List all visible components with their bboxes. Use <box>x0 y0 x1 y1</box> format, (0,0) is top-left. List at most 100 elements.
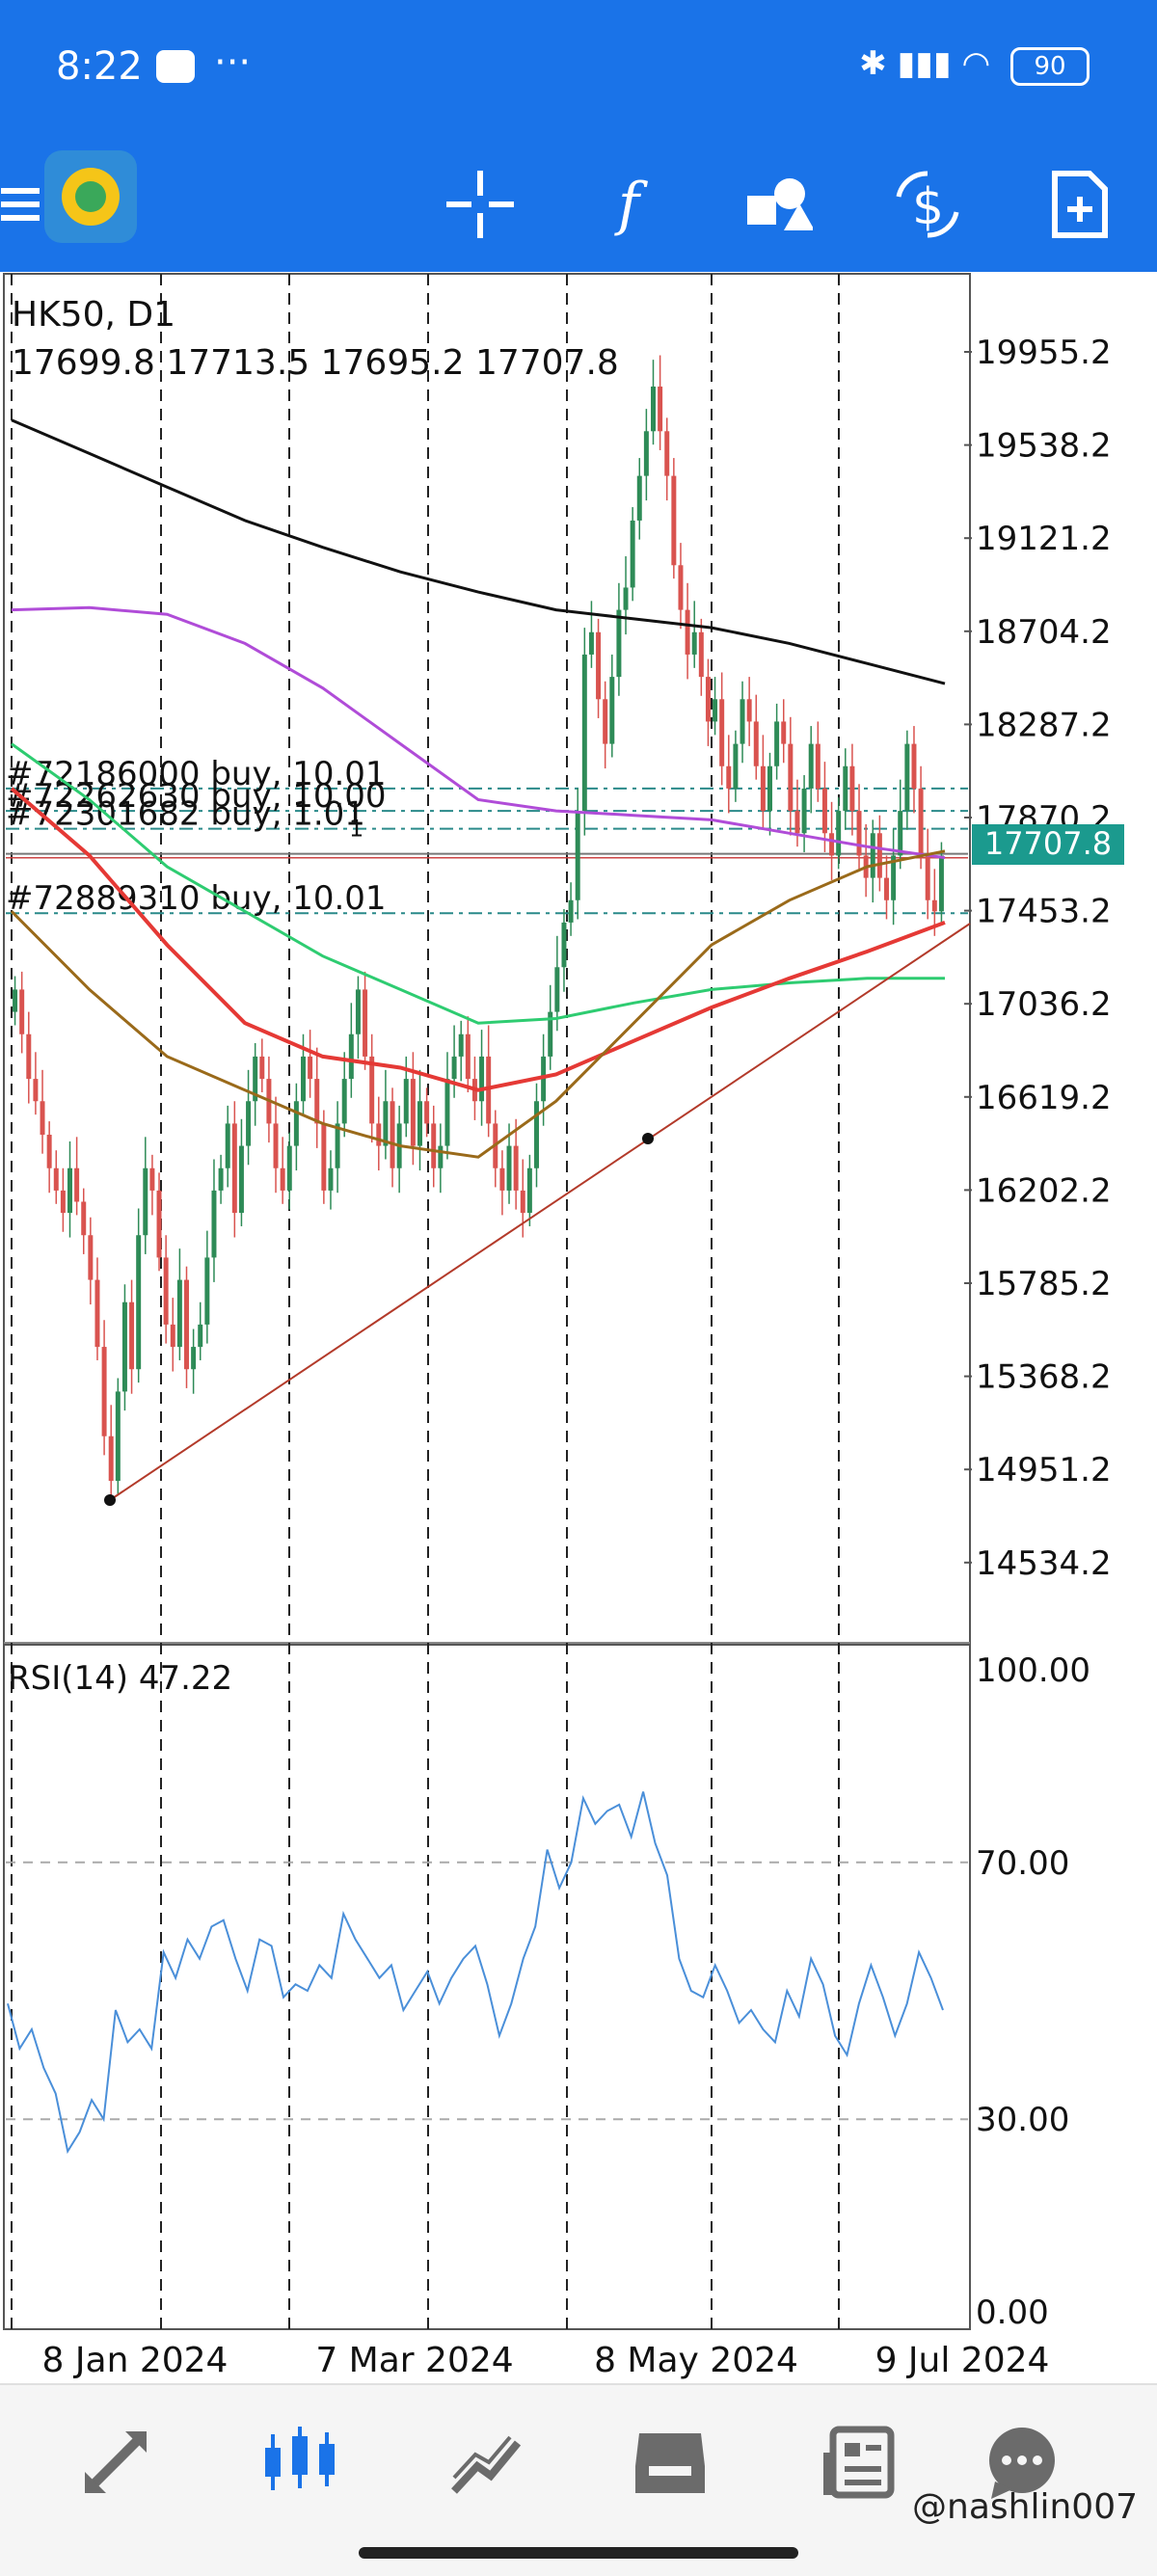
candle-body <box>575 811 580 900</box>
candle-body <box>176 1279 182 1348</box>
candle-body <box>843 765 848 812</box>
status-time: 8:22 <box>56 44 143 89</box>
candle-body <box>458 1033 464 1057</box>
trade-icon[interactable] <box>439 2414 535 2510</box>
ma-green-line <box>11 742 945 1025</box>
current-price-value: 17707.8 <box>984 825 1112 862</box>
candle-body <box>815 743 821 789</box>
candle-body <box>486 1056 492 1124</box>
status-bar: 8:22 ··· ✱ ▮▮▮ ◠ 90 <box>0 0 1157 135</box>
candle-body <box>753 721 759 766</box>
objects-icon[interactable] <box>733 158 825 251</box>
candle-body <box>506 1145 512 1191</box>
history-icon[interactable] <box>622 2414 718 2510</box>
price-chart[interactable]: #72186000 buy, 10.01#72262630 buy, 10.00… <box>0 272 1157 2383</box>
candle-body <box>198 1324 203 1348</box>
candle-body <box>301 1056 306 1102</box>
candle-body <box>369 1056 375 1124</box>
trade-icon[interactable]: $ <box>881 158 974 251</box>
candle-body <box>526 1167 532 1214</box>
trendline <box>109 923 971 1501</box>
date-axis: 8 Jan 2024 7 Mar 2024 8 May 2024 9 Jul 2024 <box>42 2341 1050 2380</box>
candle-body <box>410 1079 416 1146</box>
candle-body <box>238 1145 244 1214</box>
candle-body <box>691 631 697 655</box>
price-tick-label: 19538.2 <box>976 427 1112 466</box>
hamburger-icon[interactable] <box>0 158 71 251</box>
candle-body <box>81 1201 87 1236</box>
candle-body <box>733 743 739 789</box>
candle-body <box>616 609 622 678</box>
candle-body <box>588 631 594 655</box>
candle-body <box>46 1134 52 1168</box>
candle-body <box>520 1190 525 1214</box>
candle-body <box>561 922 567 968</box>
date-label: 9 Jul 2024 <box>875 2341 1050 2380</box>
ma-purple-line <box>11 605 946 860</box>
candle-body <box>348 1033 354 1080</box>
ma-black-line <box>11 418 946 685</box>
price-tick-label: 18287.2 <box>976 706 1112 744</box>
candle-body <box>424 1101 430 1124</box>
candle-body <box>671 475 677 566</box>
candle-body <box>513 1145 519 1191</box>
trendline-anchor <box>642 1133 654 1144</box>
price-tick-label: 15368.2 <box>976 1358 1112 1397</box>
candle-body <box>651 386 656 432</box>
candle-body <box>218 1167 224 1191</box>
candle-body <box>26 1033 32 1080</box>
candle-body <box>129 1301 135 1370</box>
candle-body <box>163 1257 169 1325</box>
new-order-icon[interactable] <box>1034 158 1126 251</box>
price-tick-label: 18704.2 <box>976 613 1112 652</box>
candle-body <box>383 1101 389 1146</box>
candle-body <box>623 587 629 610</box>
candle-body <box>363 989 368 1057</box>
candle-body <box>115 1391 121 1482</box>
candle-body <box>534 1101 539 1168</box>
app-logo-icon[interactable] <box>42 148 139 245</box>
candle-body <box>898 811 903 856</box>
current-price-badge <box>972 824 1124 865</box>
rsi-axis: 100.00 70.00 30.00 0.00 <box>976 1651 1090 2332</box>
bluetooth-icon: ✱ <box>859 44 887 83</box>
price-axis: 19955.219538.219121.218704.218287.217870… <box>964 334 1112 1583</box>
candle-body <box>499 1167 505 1191</box>
indicators-icon[interactable]: f <box>617 171 640 238</box>
signal-icon: ▮▮▮ <box>897 44 952 83</box>
candle-body <box>136 1235 142 1370</box>
candle-body <box>740 699 745 744</box>
chart-icon[interactable] <box>251 2414 347 2510</box>
candle-body <box>19 989 25 1034</box>
quotes-icon[interactable] <box>67 2414 164 2510</box>
candle-body <box>253 1056 258 1102</box>
candle-body <box>286 1145 292 1191</box>
candle-body <box>698 631 704 678</box>
candle-body <box>225 1123 230 1168</box>
candle-body <box>609 677 615 744</box>
candle-body <box>726 765 732 789</box>
order-label: #72889310 buy, 10.01 <box>6 879 387 918</box>
rsi-tick-label: 70.00 <box>976 1844 1069 1883</box>
candle-body <box>774 721 780 766</box>
candle-body <box>465 1033 471 1080</box>
chart-area[interactable]: #72186000 buy, 10.01 #72262630 buy, 10.00… <box>0 272 1157 2383</box>
notification-app-icon <box>156 50 195 83</box>
candle-body <box>713 699 718 722</box>
chart-toolbar: f $ <box>0 135 1157 272</box>
candle-body <box>170 1324 175 1348</box>
candle-body <box>719 699 725 766</box>
rsi-tick-label: 100.00 <box>976 1651 1090 1690</box>
candle-body <box>904 743 910 812</box>
crosshair-icon[interactable] <box>434 158 526 251</box>
candle-body <box>390 1101 395 1168</box>
candle-body <box>760 765 766 812</box>
candle-body <box>33 1079 39 1102</box>
candle-body <box>13 989 18 1012</box>
rsi-levels <box>6 1861 968 2121</box>
candle-body <box>108 1436 114 1482</box>
price-tick-label: 16619.2 <box>976 1079 1112 1117</box>
news-icon[interactable] <box>810 2414 906 2510</box>
chat-icon[interactable] <box>974 2414 1070 2510</box>
candle-body <box>376 1123 382 1146</box>
